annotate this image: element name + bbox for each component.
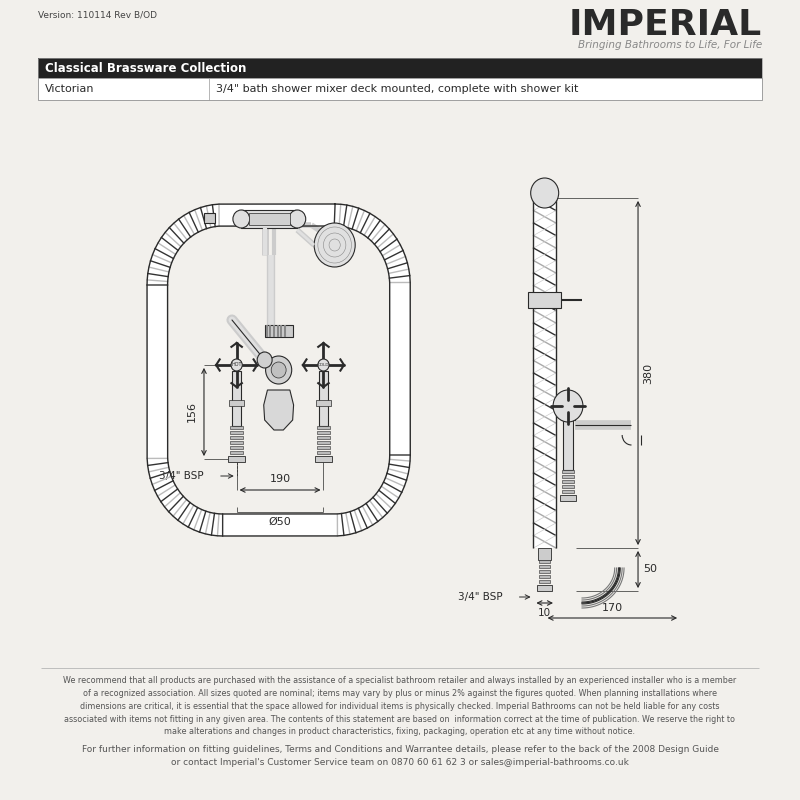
Circle shape: [257, 352, 272, 368]
Text: 170: 170: [602, 603, 623, 613]
Circle shape: [530, 178, 558, 208]
Bar: [538, 585, 552, 591]
Polygon shape: [147, 204, 410, 536]
Bar: [229, 400, 244, 406]
Bar: [230, 426, 243, 429]
Bar: [539, 570, 550, 573]
Bar: [560, 495, 577, 501]
Text: Version: 110114 Rev B/OD: Version: 110114 Rev B/OD: [38, 10, 157, 19]
Bar: [316, 400, 331, 406]
Text: 380: 380: [644, 362, 654, 383]
Bar: [249, 213, 290, 225]
Circle shape: [231, 359, 242, 371]
Bar: [562, 470, 574, 473]
Text: COLD: COLD: [318, 363, 330, 367]
Text: We recommend that all products are purchased with the assistance of a specialist: We recommend that all products are purch…: [63, 676, 737, 736]
Bar: [230, 431, 243, 434]
Text: Classical Brassware Collection: Classical Brassware Collection: [46, 62, 246, 74]
Text: 3/4" BSP: 3/4" BSP: [458, 592, 502, 602]
Bar: [204, 213, 215, 223]
Bar: [317, 451, 330, 454]
Bar: [539, 560, 550, 563]
Text: IMPERIAL: IMPERIAL: [569, 8, 762, 42]
Text: For further information on fitting guidelines, Terms and Conditions and Warrante: For further information on fitting guide…: [82, 745, 718, 767]
Text: 10: 10: [538, 608, 551, 618]
Bar: [232, 371, 242, 426]
Circle shape: [266, 356, 292, 384]
Text: Bringing Bathrooms to Life, For Life: Bringing Bathrooms to Life, For Life: [578, 40, 762, 50]
Bar: [317, 446, 330, 449]
Bar: [317, 441, 330, 444]
Bar: [562, 485, 574, 488]
Bar: [562, 480, 574, 483]
Bar: [265, 325, 293, 337]
Text: 3/4" BSP: 3/4" BSP: [159, 471, 204, 481]
Text: 190: 190: [270, 474, 290, 484]
Bar: [38, 78, 762, 100]
Circle shape: [318, 359, 329, 371]
Bar: [318, 371, 328, 426]
Circle shape: [289, 210, 306, 228]
Bar: [562, 490, 574, 493]
Bar: [317, 431, 330, 434]
Bar: [562, 475, 574, 478]
Bar: [315, 456, 332, 462]
Bar: [539, 580, 550, 583]
Bar: [561, 406, 575, 420]
Text: Victorian: Victorian: [46, 84, 94, 94]
Bar: [563, 420, 573, 470]
Bar: [539, 575, 550, 578]
Bar: [317, 426, 330, 429]
Text: 50: 50: [644, 565, 658, 574]
Text: HOT: HOT: [231, 362, 242, 367]
Text: 3/4" bath shower mixer deck mounted, complete with shower kit: 3/4" bath shower mixer deck mounted, com…: [216, 84, 578, 94]
Bar: [534, 198, 556, 548]
Bar: [317, 436, 330, 439]
Bar: [230, 451, 243, 454]
Circle shape: [233, 210, 250, 228]
Circle shape: [271, 362, 286, 378]
Bar: [538, 548, 551, 560]
Circle shape: [553, 390, 583, 422]
Bar: [539, 565, 550, 568]
Text: 156: 156: [186, 402, 197, 422]
Bar: [228, 456, 245, 462]
Bar: [230, 446, 243, 449]
Circle shape: [314, 223, 355, 267]
Bar: [528, 292, 562, 308]
Polygon shape: [264, 390, 294, 430]
Bar: [230, 436, 243, 439]
Bar: [242, 210, 298, 228]
Text: Ø50: Ø50: [269, 517, 291, 527]
Bar: [38, 58, 762, 78]
Bar: [230, 441, 243, 444]
